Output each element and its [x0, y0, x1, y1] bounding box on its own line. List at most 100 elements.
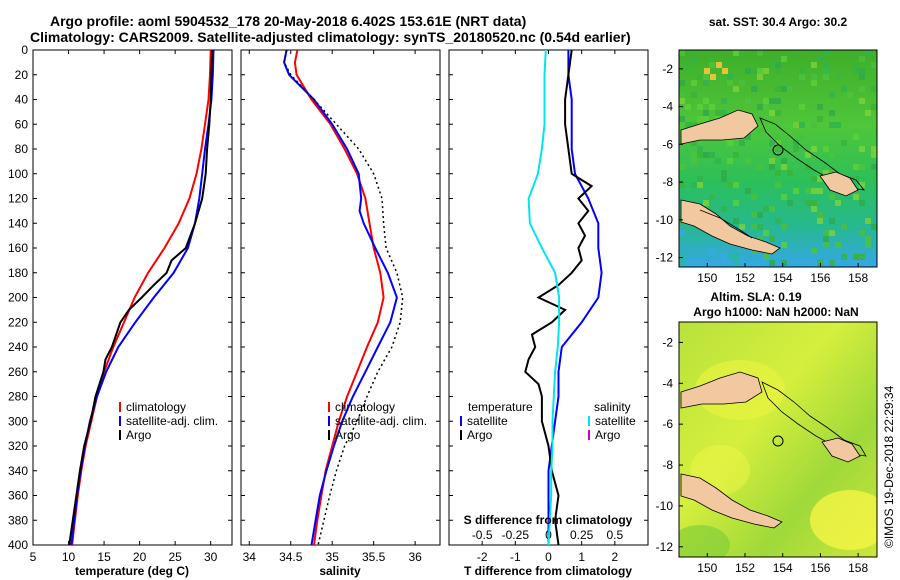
sla-map-frame — [678, 321, 878, 558]
xtick-label: 36 — [408, 550, 422, 564]
sst-pixel — [775, 146, 781, 152]
sst-pixel — [679, 92, 685, 98]
salinity-series — [283, 50, 404, 545]
xtick-label: 35.5 — [362, 550, 386, 564]
sst-pixel — [859, 182, 865, 188]
sst-pixel — [853, 68, 859, 74]
xtick-label: 30 — [204, 550, 218, 564]
sst-pixel — [793, 146, 799, 152]
legend-entry: Argo — [595, 428, 621, 442]
sst-pixel — [847, 92, 853, 98]
sst-pixel — [703, 80, 709, 86]
sst-pixel — [817, 188, 823, 194]
sst-pixel — [763, 98, 769, 104]
sst-pixel — [841, 254, 847, 260]
sst-pixel — [841, 86, 847, 92]
sst-pixel — [817, 212, 823, 218]
sst-pixel — [859, 254, 865, 260]
sst-pixel — [721, 206, 727, 212]
sst-pixel — [751, 194, 757, 200]
map-ytick-label: -6 — [662, 137, 673, 151]
map-ytick-label: -6 — [662, 417, 673, 431]
sst-pixel — [697, 116, 703, 122]
sst-pixel — [859, 86, 865, 92]
sst-pixel — [679, 182, 685, 188]
sst-pixel — [775, 98, 781, 104]
ytick-label: 60 — [15, 117, 29, 131]
sst-pixel — [721, 170, 727, 176]
sst-pixel — [853, 62, 859, 68]
xtick-label: 15 — [97, 550, 111, 564]
sst-pixel — [859, 200, 865, 206]
sst-pixel — [787, 110, 793, 116]
sst-pixel — [757, 128, 763, 134]
map-ytick-label: -10 — [656, 499, 674, 513]
sst-pixel — [841, 224, 847, 230]
sst-pixel — [769, 260, 775, 266]
map-ytick-label: -10 — [656, 213, 674, 227]
legend-entry: satellite — [595, 414, 636, 428]
sst-pixel — [685, 104, 691, 110]
sst-map-frame — [678, 49, 878, 268]
sst-pixel — [817, 104, 823, 110]
map-xtick-label: 154 — [773, 271, 793, 285]
sst-pixel — [697, 74, 703, 80]
sst-pixel — [697, 182, 703, 188]
sst-pixel — [859, 68, 865, 74]
sst-pixel — [775, 140, 781, 146]
sst-pixel — [769, 236, 775, 242]
sst-argo-marker — [772, 144, 784, 156]
salinity-yticks — [241, 49, 440, 546]
sst-pixel — [697, 146, 703, 152]
sst-pixel — [679, 254, 685, 260]
sst-pixel — [781, 224, 787, 230]
sst-pixel — [835, 74, 841, 80]
salinity-xlabel: salinity — [319, 564, 361, 578]
map-xtick-label: 158 — [848, 271, 868, 285]
legend-entry: satellite-adj. clim. — [126, 414, 218, 428]
sst-pixel — [763, 230, 769, 236]
series-line-satellite-adj-clim- — [283, 50, 398, 545]
sst-pixel — [679, 116, 685, 122]
sst-pixel — [823, 62, 829, 68]
sst-pixel — [829, 218, 835, 224]
sst-pixel — [721, 110, 727, 116]
xtick-label: 34.5 — [279, 550, 303, 564]
legend-entry: Argo — [335, 428, 361, 442]
sst-pixel — [871, 62, 877, 68]
sst-pixel — [769, 104, 775, 110]
map-xtick-label: 154 — [773, 561, 793, 575]
sst-pixel — [853, 134, 859, 140]
ytick-label: 280 — [8, 390, 28, 404]
sst-pixel — [871, 224, 877, 230]
sst-pixel — [817, 176, 823, 182]
sst-pixel — [679, 260, 685, 266]
sst-pixel — [799, 134, 805, 140]
map-ytick-label: -4 — [662, 376, 673, 390]
series-line-t-satellite — [547, 50, 603, 545]
sst-pixel — [739, 50, 745, 56]
sst-pixel — [829, 110, 835, 116]
sst-pixel — [757, 224, 763, 230]
sst-pixel — [691, 92, 697, 98]
sst-pixel — [865, 140, 871, 146]
temperature-series — [68, 50, 215, 545]
ytick-label: 400 — [8, 538, 28, 552]
sst-pixel — [769, 110, 775, 116]
sst-pixel — [679, 230, 685, 236]
sst-pixel — [817, 218, 823, 224]
sst-pixel — [745, 68, 751, 74]
ytick-label: 360 — [8, 489, 28, 503]
sst-pixel — [793, 188, 799, 194]
sst-pixel — [745, 98, 751, 104]
sst-pixel — [787, 86, 793, 92]
sst-pixel — [823, 68, 829, 74]
sst-pixel — [721, 176, 727, 182]
ytick-label: 240 — [8, 340, 28, 354]
sst-pixel — [679, 80, 685, 86]
sst-pixel — [763, 68, 769, 74]
ytick-label: 20 — [15, 68, 29, 82]
sst-pixel — [787, 170, 793, 176]
sst-pixel — [697, 236, 703, 242]
